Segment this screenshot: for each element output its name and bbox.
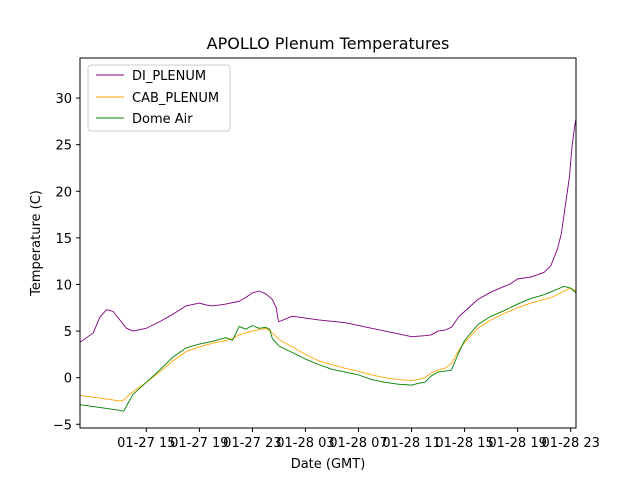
y-tick-label: 20	[55, 185, 72, 200]
y-tick-label: 10	[55, 278, 72, 293]
x-tick-label: 01-28 23	[541, 436, 599, 451]
x-tick-label: 01-27 15	[117, 436, 175, 451]
series-line-di-plenum	[80, 118, 576, 343]
legend: DI_PLENUM CAB_PLENUM Dome Air	[87, 64, 231, 132]
legend-box	[87, 64, 231, 132]
plot-frame	[79, 57, 577, 429]
y-tick-label: 0	[64, 372, 72, 387]
x-tick-label: 01-27 19	[170, 436, 228, 451]
x-tick-label: 01-28 07	[329, 436, 387, 451]
legend-label-cab-plenum: CAB_PLENUM	[132, 91, 219, 106]
y-tick-label: 25	[55, 139, 72, 154]
x-tick-label: 01-27 23	[223, 436, 281, 451]
x-tick-label: 01-28 19	[488, 436, 546, 451]
x-tick-label: 01-28 11	[382, 436, 440, 451]
y-axis: −5 0 5 10 15 20 25 30	[53, 92, 80, 433]
y-tick-label: 15	[55, 232, 72, 247]
chart-title: APOLLO Plenum Temperatures	[207, 34, 450, 53]
y-tick-label: −5	[53, 418, 72, 433]
series-layer	[80, 118, 576, 412]
series-line-dome-air	[80, 285, 576, 412]
legend-label-di-plenum: DI_PLENUM	[132, 69, 206, 84]
x-tick-label: 01-28 15	[435, 436, 493, 451]
x-tick-label: 01-28 03	[276, 436, 334, 451]
series-line-cab-plenum	[80, 287, 576, 402]
y-axis-label: Temperature (C)	[29, 190, 44, 297]
legend-label-dome-air: Dome Air	[132, 112, 193, 127]
y-tick-label: 5	[64, 325, 72, 340]
x-axis-label: Date (GMT)	[291, 457, 366, 472]
y-tick-label: 30	[55, 92, 72, 107]
